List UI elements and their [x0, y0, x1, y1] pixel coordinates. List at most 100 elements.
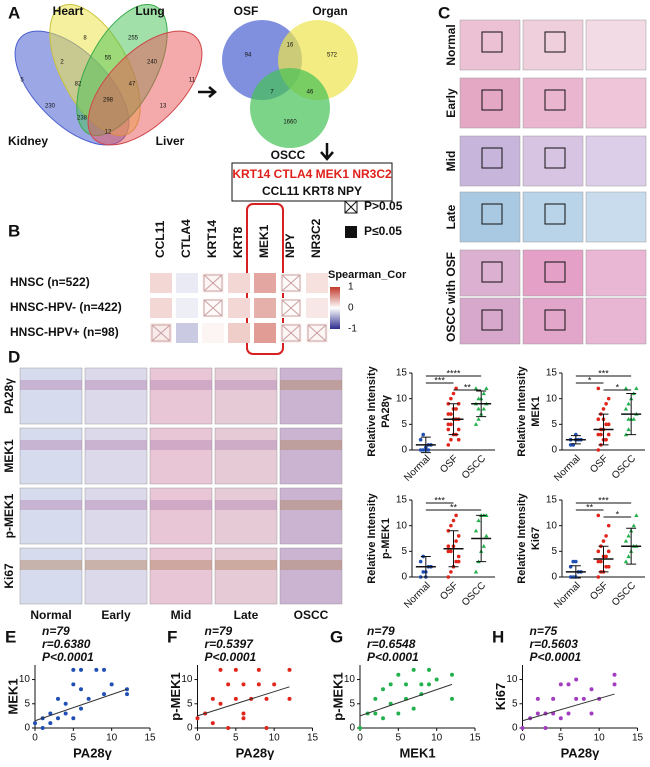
heatmap-cell: [228, 298, 250, 318]
data-point: [574, 696, 579, 701]
column-label: Mid: [171, 608, 192, 622]
x-axis-label: PA28γ: [73, 745, 113, 760]
error-bar: [598, 413, 609, 446]
venn-count: 2: [60, 60, 64, 66]
stain-layer: [215, 560, 277, 570]
y-tick-label: 0: [401, 572, 407, 583]
x-tick-label: 5: [396, 733, 402, 744]
y-axis-label: p-MEK1: [330, 672, 345, 720]
data-point: [449, 437, 453, 442]
x-tick-label: Normal: [402, 580, 433, 611]
heatmap-cell: [254, 323, 276, 343]
row-label: Late: [444, 204, 458, 229]
venn-count: 46: [307, 90, 314, 96]
data-point: [456, 402, 461, 406]
data-point: [373, 711, 378, 716]
data-point: [388, 682, 393, 687]
stat-text: n=75: [530, 624, 558, 638]
row-label: MEK1: [2, 439, 16, 473]
heatmap-cell: [176, 323, 198, 343]
histology-image: [459, 297, 521, 345]
zoom-box: [481, 309, 503, 331]
data-point: [456, 534, 461, 538]
data-point: [418, 437, 423, 442]
x-tick-label: Normal: [552, 453, 583, 484]
heatmap-cell: [306, 298, 328, 318]
histology-image: [585, 135, 647, 187]
venn-count: 255: [128, 36, 139, 42]
data-point: [48, 711, 53, 716]
data-point: [623, 432, 629, 437]
x-tick-label: 0: [357, 733, 363, 744]
y-axis-label: Ki67: [530, 527, 542, 550]
column-label: Late: [234, 608, 259, 622]
zoom-box: [481, 147, 503, 169]
stat-text: n=79: [42, 624, 70, 638]
ns-cross: [281, 274, 301, 292]
venn-count: 238: [77, 116, 88, 122]
histology-image: [459, 19, 521, 71]
histology-image: [214, 427, 278, 485]
data-point: [241, 711, 246, 716]
heatmap-cell: [254, 298, 276, 318]
histology-image: [522, 297, 584, 345]
heatmap-cell: [150, 298, 172, 318]
stain-layer: [215, 500, 277, 510]
data-point: [450, 672, 454, 677]
ns-cross: [151, 324, 171, 342]
data-point: [574, 559, 578, 564]
significance-label: ***: [598, 495, 609, 505]
data-point: [421, 570, 426, 574]
x-tick-label: 0: [195, 733, 201, 744]
data-point: [631, 523, 636, 528]
panel-letter: F: [167, 627, 177, 646]
ns-cross: [307, 324, 327, 342]
venn-1: [14, 3, 203, 146]
data-point: [596, 417, 601, 422]
data-point: [210, 696, 215, 701]
data-point: [40, 726, 45, 730]
data-point: [520, 726, 525, 730]
data-point: [264, 696, 269, 701]
data-point: [418, 575, 423, 579]
zoom-box: [544, 89, 566, 111]
significance-label: ***: [434, 495, 445, 505]
venn-count: 572: [327, 53, 338, 59]
data-point: [446, 422, 451, 427]
data-point: [601, 407, 606, 411]
data-point: [473, 386, 479, 390]
stain-layer: [280, 440, 342, 450]
significance-label: **: [464, 382, 472, 392]
colorbar-tick: 1: [348, 282, 354, 293]
trend-line: [522, 693, 615, 722]
stain-layer: [215, 440, 277, 450]
column-label: MEK1: [257, 224, 271, 258]
venn-count: 298: [103, 98, 114, 104]
histology-image: [84, 427, 148, 485]
histology-image: [522, 77, 584, 129]
y-axis-label: MEK1: [530, 396, 542, 427]
data-point: [612, 672, 617, 677]
data-point: [604, 534, 608, 538]
stain-layer: [85, 440, 147, 450]
zoom-box: [544, 309, 566, 331]
data-point: [233, 696, 238, 701]
x-tick-label: 5: [71, 733, 77, 744]
y-tick-label: 5: [349, 698, 355, 709]
data-point: [63, 701, 68, 706]
x-tick-label: 15: [632, 733, 644, 744]
x-tick-label: 10: [431, 733, 443, 744]
y-tick-label: 10: [344, 674, 356, 685]
data-point: [79, 667, 83, 672]
data-point: [418, 559, 423, 564]
data-point: [86, 696, 91, 701]
ns-cross: [281, 299, 301, 317]
row-label: Ki67: [2, 563, 16, 589]
data-point: [456, 427, 461, 432]
data-point: [473, 528, 479, 533]
data-point: [449, 549, 453, 554]
ns-cross: [281, 324, 301, 342]
data-point: [264, 726, 269, 730]
